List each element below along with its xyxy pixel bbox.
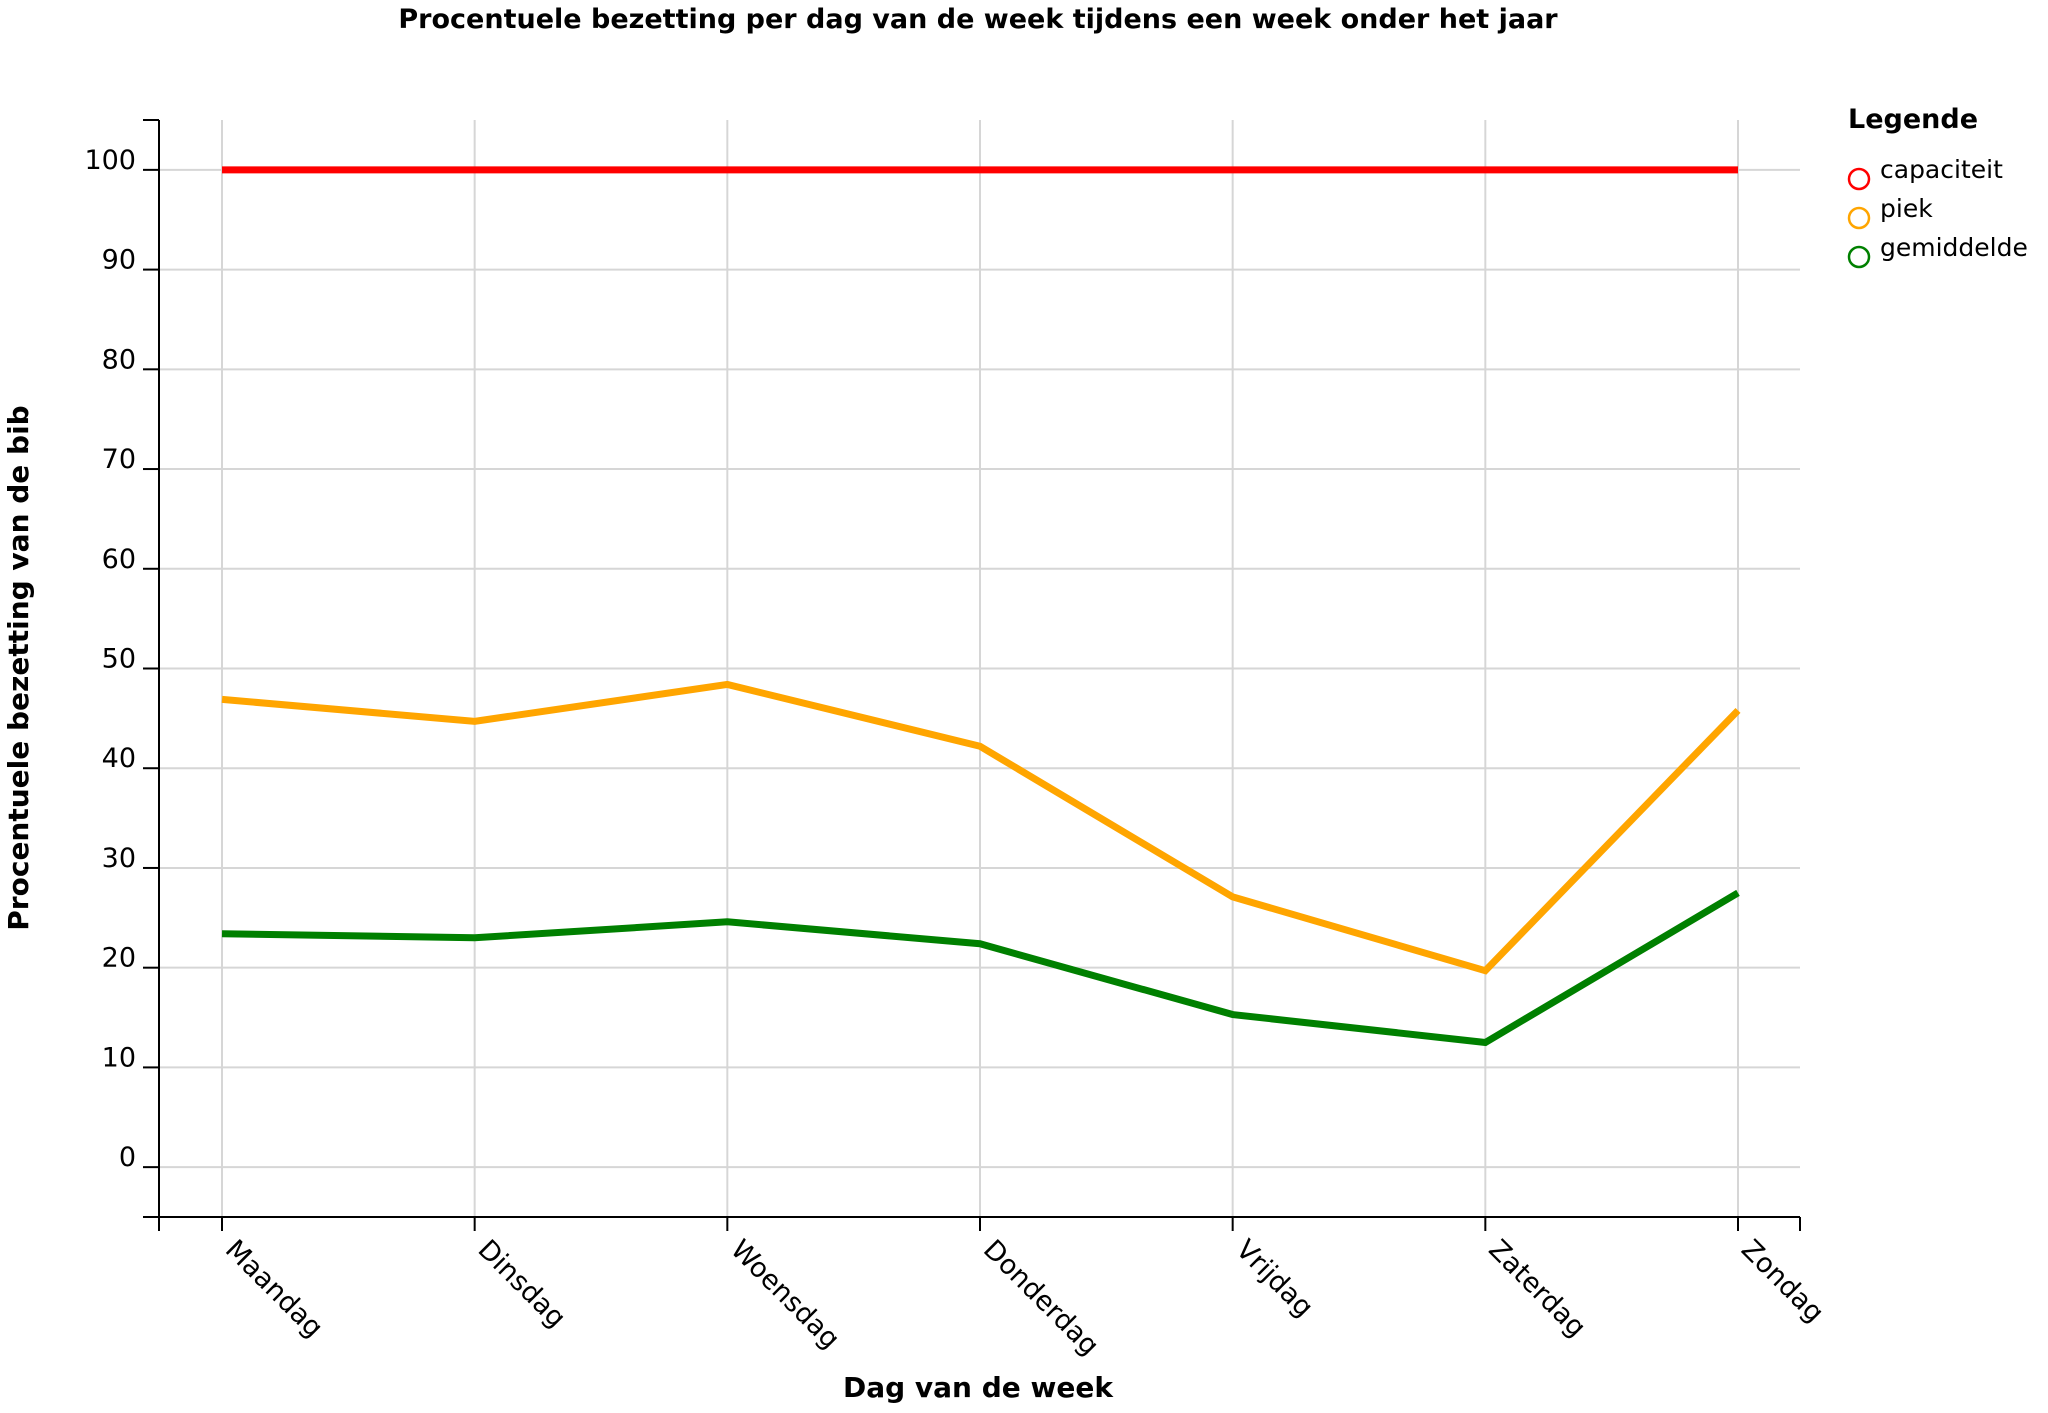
y-tick-label: 90	[102, 245, 136, 276]
x-tick-label: Dinsdag	[472, 1234, 572, 1334]
legend-label-capaciteit: capaciteit	[1880, 155, 2003, 184]
data-point-piek	[1734, 706, 1742, 714]
data-point-piek	[471, 717, 479, 725]
data-point-gemiddelde	[1229, 1011, 1237, 1019]
series-lines	[218, 166, 1742, 1047]
y-tick-label: 50	[102, 644, 136, 675]
x-tick-label: Zaterdag	[1482, 1234, 1591, 1343]
x-tick-label: Woensdag	[724, 1234, 845, 1355]
x-tick-label: Vrijdag	[1230, 1234, 1319, 1323]
chart-title: Procentuele bezetting per dag van de wee…	[398, 4, 1558, 35]
y-axis-title: Procentuele bezetting van de bib	[2, 405, 35, 930]
data-point-gemiddelde	[1734, 889, 1742, 897]
y-tick-label: 0	[119, 1142, 136, 1173]
data-point-gemiddelde	[471, 934, 479, 942]
x-axis-title: Dag van de week	[843, 1371, 1114, 1404]
legend-label-gemiddelde: gemiddelde	[1880, 233, 2028, 262]
x-tick-label: Maandag	[219, 1234, 329, 1344]
y-tick-label: 20	[102, 943, 136, 974]
data-point-piek	[218, 695, 226, 703]
x-tick-label: Donderdag	[977, 1234, 1105, 1362]
data-point-gemiddelde	[1481, 1038, 1489, 1046]
x-tick-label: Zondag	[1735, 1234, 1830, 1329]
grid-lines	[159, 120, 1800, 1217]
data-point-capaciteit	[1481, 166, 1489, 174]
data-point-capaciteit	[471, 166, 479, 174]
y-tick-label: 10	[102, 1042, 136, 1073]
y-tick-label: 80	[102, 344, 136, 375]
y-tick-label: 70	[102, 444, 136, 475]
data-point-piek	[1229, 893, 1237, 901]
y-tick-label: 40	[102, 743, 136, 774]
data-point-capaciteit	[218, 166, 226, 174]
data-point-piek	[1481, 967, 1489, 975]
data-point-gemiddelde	[723, 918, 731, 926]
data-point-piek	[723, 680, 731, 688]
legend: Legende capaciteit piek gemiddelde	[1847, 104, 2028, 269]
legend-marker-gemiddelde	[1847, 245, 1871, 269]
legend-marker-piek	[1847, 206, 1871, 230]
legend-marker-capaciteit	[1847, 167, 1871, 191]
legend-label-piek: piek	[1880, 194, 1933, 223]
y-tick-label: 100	[84, 145, 136, 176]
data-point-gemiddelde	[218, 930, 226, 938]
series-line-piek	[221, 680, 1741, 975]
data-point-capaciteit	[976, 166, 984, 174]
data-point-capaciteit	[1229, 166, 1237, 174]
data-point-capaciteit	[1734, 166, 1742, 174]
data-point-piek	[976, 742, 984, 750]
legend-title: Legende	[1848, 104, 1978, 135]
y-tick-label: 60	[102, 544, 136, 575]
series-line-gemiddelde	[221, 889, 1740, 1047]
data-point-capaciteit	[723, 166, 731, 174]
data-point-gemiddelde	[976, 940, 984, 948]
y-tick-label: 30	[102, 843, 136, 874]
